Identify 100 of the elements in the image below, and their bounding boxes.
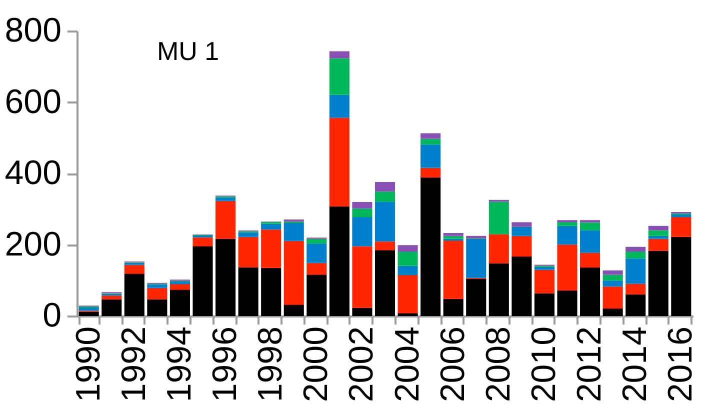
bar: [192, 237, 213, 246]
bar: [557, 222, 578, 226]
bar: [261, 268, 282, 316]
bar: [534, 293, 554, 316]
y-tick-label: 400: [4, 154, 62, 192]
bar: [557, 290, 578, 316]
bar: [124, 264, 144, 274]
y-tick-label: 200: [4, 225, 62, 264]
bar: [648, 226, 668, 230]
bar: [420, 144, 441, 168]
bar: [534, 270, 554, 294]
bar: [102, 295, 122, 300]
bar: [374, 182, 396, 192]
bar: [602, 286, 623, 309]
bar: [192, 246, 213, 316]
bar: [580, 268, 600, 316]
bar: [398, 275, 418, 314]
bar: [443, 240, 464, 299]
bar: [147, 299, 168, 316]
bar: [443, 298, 464, 316]
bar: [147, 288, 168, 300]
x-tick-label: 1996: [206, 326, 244, 402]
x-tick-label: 2014: [616, 326, 654, 402]
bar: [329, 58, 350, 95]
bar: [671, 216, 692, 237]
bar: [512, 226, 532, 236]
bar: [306, 238, 327, 244]
bar: [284, 240, 304, 305]
bar: [488, 234, 509, 264]
bar: [626, 284, 646, 294]
bar: [488, 263, 509, 316]
bar: [398, 245, 418, 252]
bar: [216, 197, 236, 201]
bar: [284, 304, 304, 316]
bar: [443, 232, 464, 236]
bar: [580, 222, 600, 230]
bar: [580, 252, 600, 268]
bar: [466, 239, 486, 278]
x-tick-label: 1998: [252, 326, 290, 402]
bar: [398, 266, 418, 276]
bar: [626, 246, 646, 252]
x-tick-label: 2000: [297, 326, 336, 402]
bar: [557, 244, 578, 290]
bar: [626, 294, 646, 316]
bar: [398, 252, 418, 266]
bar: [170, 284, 190, 290]
bar: [374, 202, 396, 242]
bar: [284, 223, 304, 241]
bar: [466, 278, 486, 316]
bar: [102, 299, 122, 316]
bar: [329, 51, 350, 58]
bar: [648, 250, 668, 316]
bar: [671, 214, 692, 217]
bar: [352, 202, 372, 208]
bar: [170, 281, 190, 284]
x-tick-label: 1990: [69, 326, 108, 402]
x-tick-label: 2010: [524, 326, 563, 402]
bar: [602, 270, 623, 275]
bar: [374, 241, 396, 250]
x-tick-label: 2016: [662, 326, 700, 402]
annotation: MU 1: [157, 36, 220, 66]
y-tick-label: 800: [4, 12, 62, 50]
bar: [352, 246, 372, 308]
bar: [374, 191, 396, 202]
bar: [352, 208, 372, 217]
bar: [216, 238, 236, 316]
bar: [512, 256, 532, 316]
x-tick-label: 1992: [114, 326, 153, 402]
bar: [648, 230, 668, 236]
bar: [420, 133, 441, 139]
bar: [329, 206, 350, 316]
bar: [352, 308, 372, 316]
bar: [420, 177, 441, 316]
bar: [306, 262, 327, 275]
bar: [329, 94, 350, 118]
bar: [580, 230, 600, 253]
bar: [78, 307, 99, 311]
bar: [216, 200, 236, 239]
bar: [602, 274, 623, 280]
x-tick-label: 2002: [342, 326, 381, 402]
bar: [170, 290, 190, 316]
bar: [602, 280, 623, 286]
bar: [306, 243, 327, 263]
bar: [512, 236, 532, 257]
y-tick-label: 600: [4, 82, 62, 121]
bar: [512, 222, 532, 227]
bar: [602, 308, 623, 316]
bar: [648, 238, 668, 251]
bar: [398, 313, 418, 316]
bar: [261, 224, 282, 230]
bar: [238, 232, 258, 237]
bar: [557, 226, 578, 244]
bar: [626, 258, 646, 284]
x-tick-label: 1994: [160, 326, 198, 402]
x-tick-label: 2012: [570, 326, 609, 402]
x-tick-label: 2004: [388, 326, 426, 402]
x-tick-label: 2006: [434, 326, 472, 402]
bar: [147, 284, 168, 288]
bar: [124, 274, 144, 316]
bar: [374, 250, 396, 316]
